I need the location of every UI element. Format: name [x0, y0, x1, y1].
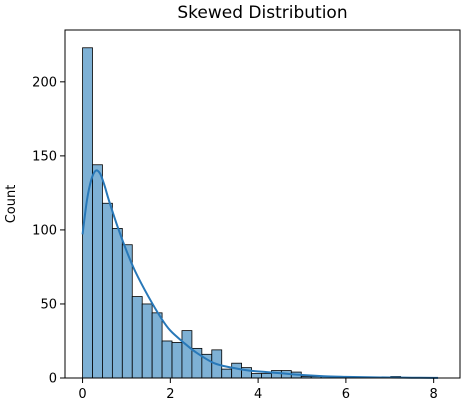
histogram-bar: [151, 312, 163, 379]
histogram-bar: [141, 303, 153, 379]
histogram-bar: [181, 330, 193, 379]
x-axis-ticks: 0 2 4 6 8: [78, 378, 438, 402]
kde-curve: [81, 169, 439, 379]
x-tick-label: 4: [254, 387, 262, 402]
histogram-bar: [121, 244, 133, 379]
x-tick-label: 6: [342, 387, 350, 402]
y-tick-label: 200: [32, 75, 57, 90]
histogram-bar: [82, 47, 93, 379]
y-tick-label: 100: [32, 223, 57, 238]
histogram-bar: [111, 228, 123, 379]
histogram-bar: [161, 340, 173, 379]
histogram-bars: [82, 47, 402, 379]
plot-frame: [64, 29, 461, 379]
y-axis-ticks: 0 50 100 150 200: [32, 75, 65, 387]
histogram-bar: [251, 373, 262, 379]
y-tick-label: 50: [40, 297, 57, 312]
x-tick-label: 2: [166, 387, 174, 402]
y-tick-label: 0: [49, 372, 57, 387]
x-tick-label: 8: [430, 387, 438, 402]
histogram-bar: [231, 362, 243, 379]
histogram-bar: [92, 164, 103, 379]
histogram-bar: [221, 368, 233, 379]
y-tick-label: 150: [32, 149, 57, 164]
histogram-bar: [171, 342, 183, 379]
x-tick-label: 0: [78, 387, 86, 402]
histogram-bar: [131, 296, 143, 379]
chart-title: Skewed Distribution: [177, 3, 348, 23]
histogram-bar: [102, 202, 113, 379]
y-axis-label: Count: [4, 185, 19, 224]
histogram-bar: [261, 373, 272, 379]
